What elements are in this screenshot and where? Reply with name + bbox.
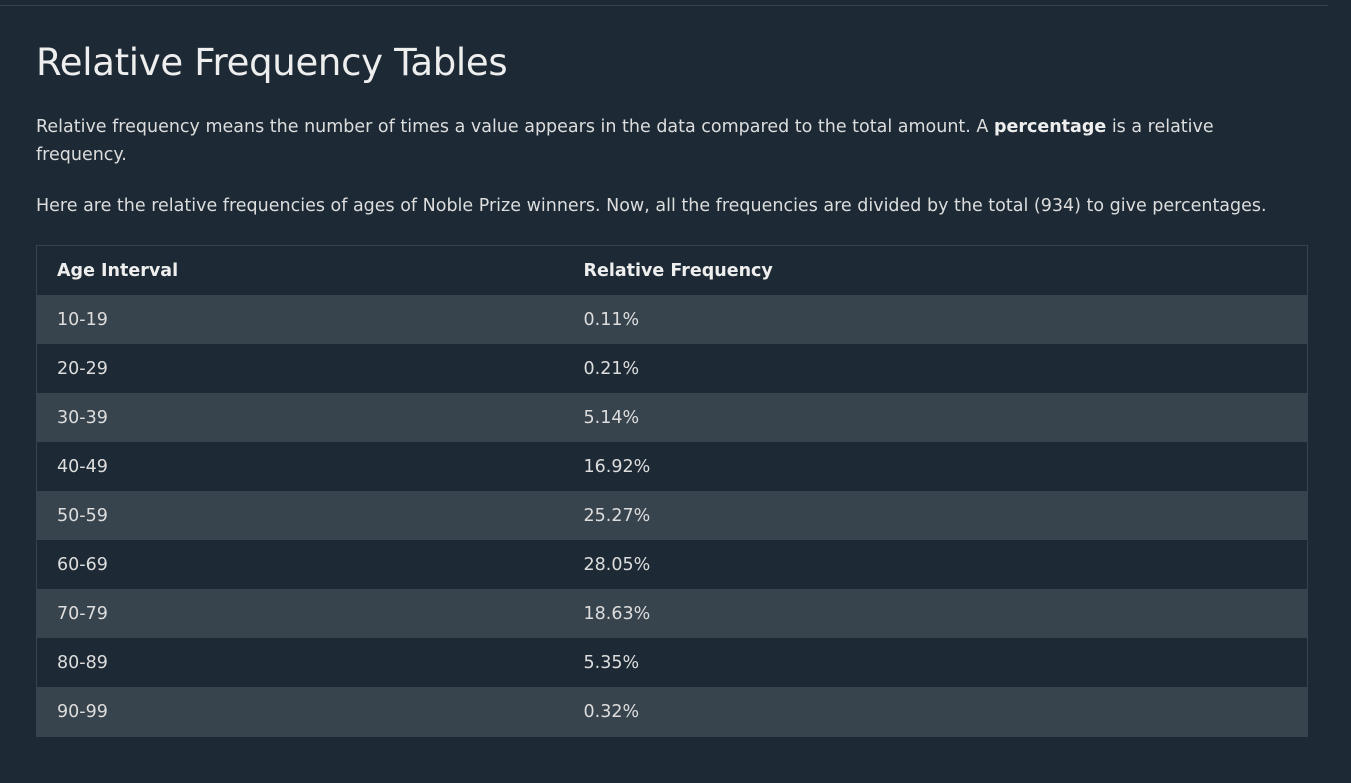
table-row: 90-99 0.32% (36, 687, 1308, 737)
page-title: Relative Frequency Tables (36, 41, 508, 84)
relative-frequency-cell: 18.63% (563, 589, 1308, 638)
age-interval-cell: 10-19 (36, 295, 564, 344)
relative-frequency-cell: 0.21% (563, 344, 1308, 393)
age-interval-cell: 80-89 (36, 638, 564, 687)
relative-frequency-cell: 25.27% (563, 491, 1308, 540)
table-row: 60-69 28.05% (36, 540, 1308, 589)
table-header-row: Age Interval Relative Frequency (36, 245, 1308, 295)
age-interval-cell: 40-49 (36, 442, 564, 491)
age-interval-cell: 30-39 (36, 393, 564, 442)
table-row: 80-89 5.35% (36, 638, 1308, 687)
table-row: 20-29 0.21% (36, 344, 1308, 393)
main-content: Relative Frequency Tables Relative frequ… (36, 40, 1308, 737)
top-divider (0, 5, 1328, 6)
table-row: 40-49 16.92% (36, 442, 1308, 491)
age-interval-cell: 90-99 (36, 687, 564, 737)
table-row: 10-19 0.11% (36, 295, 1308, 344)
relative-frequency-cell: 0.32% (563, 687, 1308, 737)
age-interval-cell: 60-69 (36, 540, 564, 589)
relative-frequency-cell: 16.92% (563, 442, 1308, 491)
table-row: 50-59 25.27% (36, 491, 1308, 540)
relative-frequency-table: Age Interval Relative Frequency 10-19 0.… (36, 245, 1308, 737)
relative-frequency-cell: 5.14% (563, 393, 1308, 442)
table-row: 30-39 5.14% (36, 393, 1308, 442)
relative-frequency-cell: 28.05% (563, 540, 1308, 589)
age-interval-cell: 50-59 (36, 491, 564, 540)
age-interval-cell: 70-79 (36, 589, 564, 638)
relative-frequency-cell: 0.11% (563, 295, 1308, 344)
intro-text-after: is a relative frequency. (36, 117, 1214, 165)
intro-paragraph: Relative frequency means the number of t… (36, 113, 1308, 169)
header-age-interval: Age Interval (36, 245, 564, 295)
age-interval-cell: 20-29 (36, 344, 564, 393)
description-paragraph: Here are the relative frequencies of age… (36, 196, 1267, 216)
header-relative-frequency: Relative Frequency (563, 245, 1308, 295)
intro-text-before: Relative frequency means the number of t… (36, 117, 994, 137)
intro-bold-term: percentage (993, 117, 1107, 137)
relative-frequency-cell: 5.35% (563, 638, 1308, 687)
table-row: 70-79 18.63% (36, 589, 1308, 638)
